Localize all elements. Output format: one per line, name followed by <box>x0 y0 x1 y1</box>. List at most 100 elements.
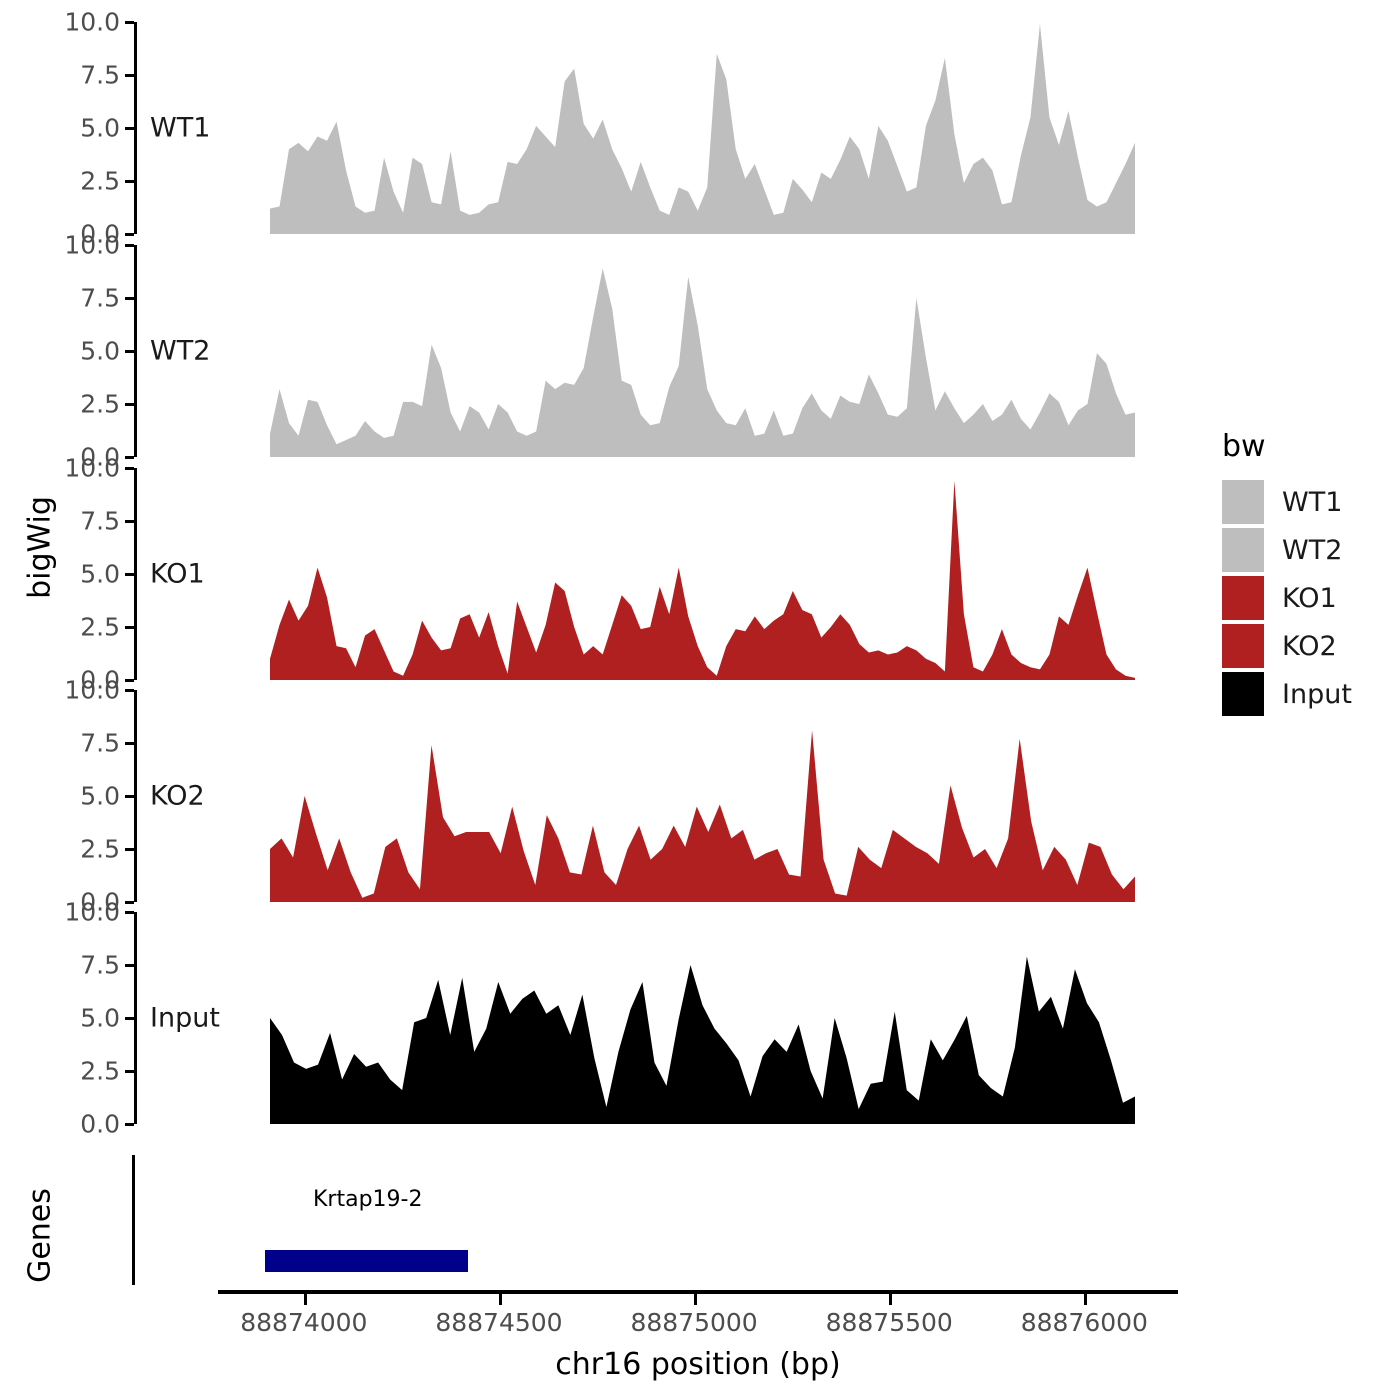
legend-item-input[interactable]: Input <box>1222 670 1392 718</box>
y-tick-label: 2.5 <box>80 166 120 196</box>
legend-label-wt1: WT1 <box>1282 486 1343 518</box>
y-tick-label: 2.5 <box>80 389 120 419</box>
gene-label: Krtap19-2 <box>313 1187 423 1212</box>
y-tick-mark <box>125 795 134 798</box>
track-ko2: 10.0 7.5 5.0 2.5 0.0 KO2 <box>0 676 1180 917</box>
y-tick-label: 10.0 <box>64 230 120 260</box>
x-tick-label: 88874500 <box>435 1308 563 1337</box>
y-tick-label: 0.0 <box>80 442 120 472</box>
track-label-wt2: WT2 <box>150 335 211 367</box>
y-tick-mark <box>125 1070 134 1073</box>
genes-axis-line <box>132 1155 135 1285</box>
x-tick-label: 88875000 <box>630 1308 758 1337</box>
plot-area-input <box>137 912 1180 1124</box>
legend-label-ko1: KO1 <box>1282 582 1337 614</box>
y-tick-mark <box>125 626 134 629</box>
y-tick-label: 0.0 <box>80 219 120 249</box>
x-tick-mark <box>694 1294 698 1305</box>
legend-swatch-ko1 <box>1222 576 1264 620</box>
track-wt2: 10.0 7.5 5.0 2.5 0.0 WT2 <box>0 231 1180 472</box>
y-tick-mark <box>125 1017 134 1020</box>
legend-item-ko1[interactable]: KO1 <box>1222 574 1392 622</box>
legend-label-ko2: KO2 <box>1282 630 1337 662</box>
y-tick-mark <box>125 848 134 851</box>
y-tick-label: 2.5 <box>80 612 120 642</box>
y-tick-mark <box>125 467 134 470</box>
legend-swatch-ko2 <box>1222 624 1264 668</box>
track-input: 10.0 7.5 5.0 2.5 0.0 Input <box>0 898 1180 1139</box>
y-tick-mark <box>125 573 134 576</box>
y-tick-mark <box>125 742 134 745</box>
legend-swatch-wt1 <box>1222 480 1264 524</box>
plot-area-ko1 <box>137 468 1180 680</box>
y-axis-line <box>134 468 137 680</box>
y-tick-mark <box>125 127 134 130</box>
track-wt1: 10.0 7.5 5.0 2.5 0.0 WT1 <box>0 8 1180 249</box>
plot-area-wt2 <box>137 245 1180 457</box>
y-tick-label: 10.0 <box>64 897 120 927</box>
y-axis-line <box>134 22 137 234</box>
legend-label-wt2: WT2 <box>1282 534 1343 566</box>
y-tick-label: 2.5 <box>80 834 120 864</box>
y-tick-mark <box>125 1123 134 1126</box>
x-tick-mark <box>498 1294 502 1305</box>
y-tick-label: 5.0 <box>80 113 120 143</box>
legend-item-wt1[interactable]: WT1 <box>1222 478 1392 526</box>
y-tick-mark <box>125 964 134 967</box>
y-tick-mark <box>125 911 134 914</box>
genes-panel: Krtap19-2 <box>0 1155 1180 1290</box>
legend-item-ko2[interactable]: KO2 <box>1222 622 1392 670</box>
x-tick-mark <box>303 1294 307 1305</box>
gene-feature-bar[interactable] <box>265 1250 468 1272</box>
y-tick-label: 10.0 <box>64 675 120 705</box>
x-tick-label: 88876000 <box>1020 1308 1148 1337</box>
y-axis-line <box>134 912 137 1124</box>
y-tick-label: 5.0 <box>80 336 120 366</box>
track-label-input: Input <box>150 1002 220 1034</box>
x-axis-line <box>218 1290 1178 1294</box>
legend-title: bw <box>1222 429 1266 464</box>
y-tick-label: 5.0 <box>80 559 120 589</box>
legend-item-wt2[interactable]: WT2 <box>1222 526 1392 574</box>
y-tick-mark <box>125 297 134 300</box>
legend: bw WT1 WT2 KO1 KO2 Input <box>1222 432 1392 718</box>
y-tick-mark <box>125 350 134 353</box>
x-axis-title: chr16 position (bp) <box>555 1347 841 1382</box>
legend-label-input: Input <box>1282 678 1352 710</box>
y-tick-mark <box>125 180 134 183</box>
track-label-wt1: WT1 <box>150 112 211 144</box>
y-tick-label: 2.5 <box>80 1056 120 1086</box>
y-tick-label: 5.0 <box>80 1003 120 1033</box>
y-tick-label: 0.0 <box>80 887 120 917</box>
y-tick-label: 0.0 <box>80 665 120 695</box>
y-tick-label: 7.5 <box>80 950 120 980</box>
y-axis-line <box>134 245 137 457</box>
y-tick-mark <box>125 901 134 904</box>
x-tick-mark <box>1084 1294 1088 1305</box>
y-axis-line <box>134 690 137 902</box>
y-tick-label: 10.0 <box>64 453 120 483</box>
y-tick-mark <box>125 74 134 77</box>
y-tick-label: 7.5 <box>80 506 120 536</box>
y-tick-mark <box>125 403 134 406</box>
legend-items: WT1 WT2 KO1 KO2 Input <box>1222 478 1392 718</box>
y-tick-mark <box>125 689 134 692</box>
y-tick-label: 5.0 <box>80 781 120 811</box>
x-tick-mark <box>889 1294 893 1305</box>
plot-area-ko2 <box>137 690 1180 902</box>
x-tick-label: 88874000 <box>240 1308 368 1337</box>
y-tick-label: 10.0 <box>64 7 120 37</box>
track-ko1: 10.0 7.5 5.0 2.5 0.0 KO1 <box>0 454 1180 695</box>
y-tick-label: 7.5 <box>80 728 120 758</box>
x-tick-label: 88875500 <box>825 1308 953 1337</box>
legend-swatch-input <box>1222 672 1264 716</box>
track-label-ko2: KO2 <box>150 780 205 812</box>
y-tick-mark <box>125 456 134 459</box>
x-axis: 88874000 88874500 88875000 88875500 88876000… <box>0 1290 1400 1400</box>
y-tick-label: 7.5 <box>80 283 120 313</box>
y-tick-mark <box>125 520 134 523</box>
y-tick-label: 7.5 <box>80 60 120 90</box>
y-tick-mark <box>125 679 134 682</box>
y-tick-label: 0.0 <box>80 1109 120 1139</box>
